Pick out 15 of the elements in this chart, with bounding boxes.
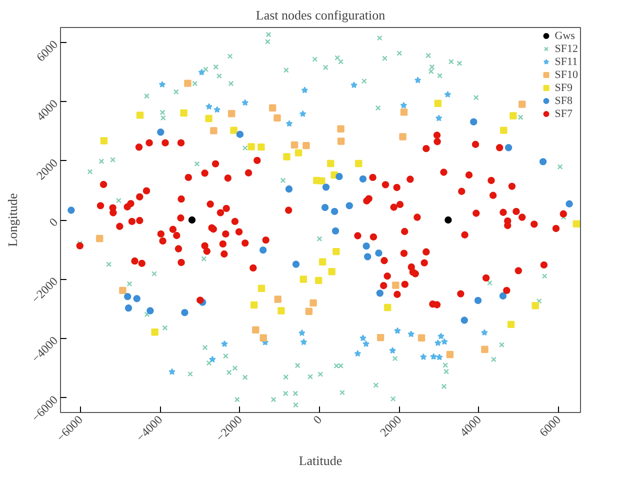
x-tick-label: 4000: [456, 412, 484, 440]
legend-label: SF12: [554, 42, 578, 55]
x-tick-label: 0: [310, 412, 324, 427]
chart-title: Last nodes configuration: [256, 8, 386, 22]
x-axis-title: Latitude: [298, 452, 342, 468]
y-tick-label: 4000: [34, 96, 60, 124]
legend-label: Gws: [554, 29, 575, 42]
legend-label: SF8: [554, 94, 574, 107]
legend-label: SF10: [554, 68, 578, 81]
legend-label: SF9: [554, 81, 574, 94]
x-tick-label: 6000: [536, 412, 564, 440]
legend-label: SF7: [554, 107, 574, 120]
y-tick-label: 0: [46, 215, 60, 230]
y-axis-title: Longitude: [5, 193, 20, 247]
legend-label: SF11: [554, 55, 578, 68]
